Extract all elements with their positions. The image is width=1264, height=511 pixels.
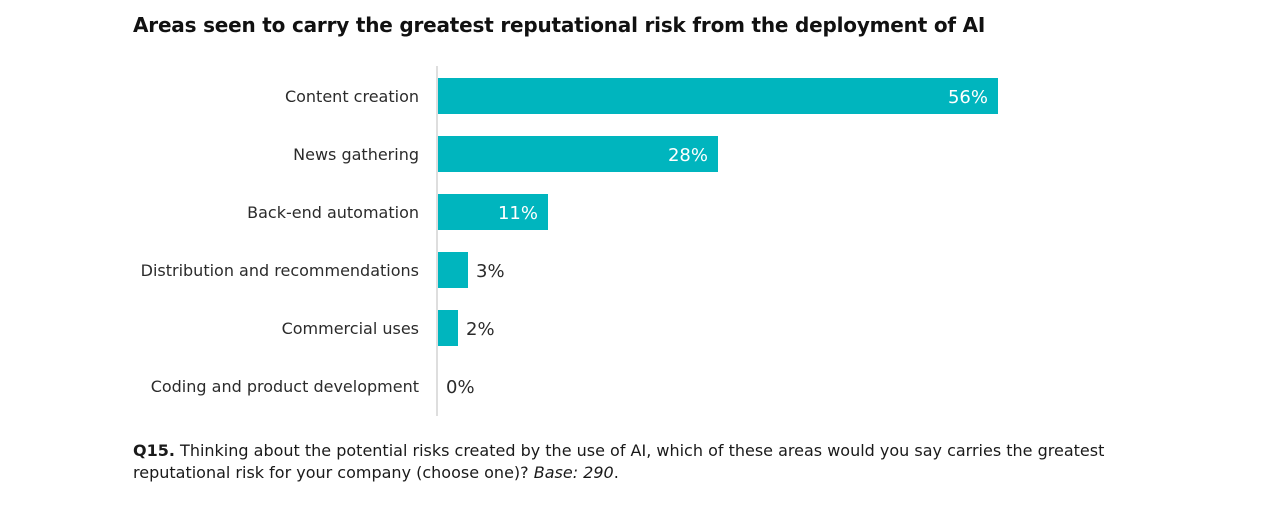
bars-layer: Content creation 56% News gathering 28% Back… [141, 78, 998, 398]
category-label: Commercial uses [282, 319, 419, 338]
bar [438, 136, 718, 172]
question-footnote: Q15. Thinking about the potential risks … [133, 440, 1113, 484]
bar [438, 78, 998, 114]
footnote-end: . [613, 463, 619, 482]
category-label: Coding and product development [151, 377, 419, 396]
category-label: Distribution and recommendations [141, 261, 419, 280]
category-label: Content creation [285, 87, 419, 106]
question-id: Q15. [133, 441, 175, 460]
data-label: 0% [446, 377, 475, 398]
category-label: News gathering [293, 145, 419, 164]
data-label: 28% [668, 145, 708, 166]
chart-title: Areas seen to carry the greatest reputat… [133, 13, 986, 37]
data-label: 11% [498, 203, 538, 224]
question-text: Thinking about the potential risks creat… [133, 441, 1105, 482]
bar [438, 310, 458, 346]
bar-chart: Content creation 56% News gathering 28% Back… [141, 66, 998, 416]
data-label: 2% [466, 319, 495, 340]
data-label: 56% [948, 87, 988, 108]
bar [438, 252, 468, 288]
bar [438, 194, 548, 230]
base-note: Base: 290 [533, 463, 614, 482]
category-label: Back-end automation [247, 203, 419, 222]
data-label: 3% [476, 261, 505, 282]
